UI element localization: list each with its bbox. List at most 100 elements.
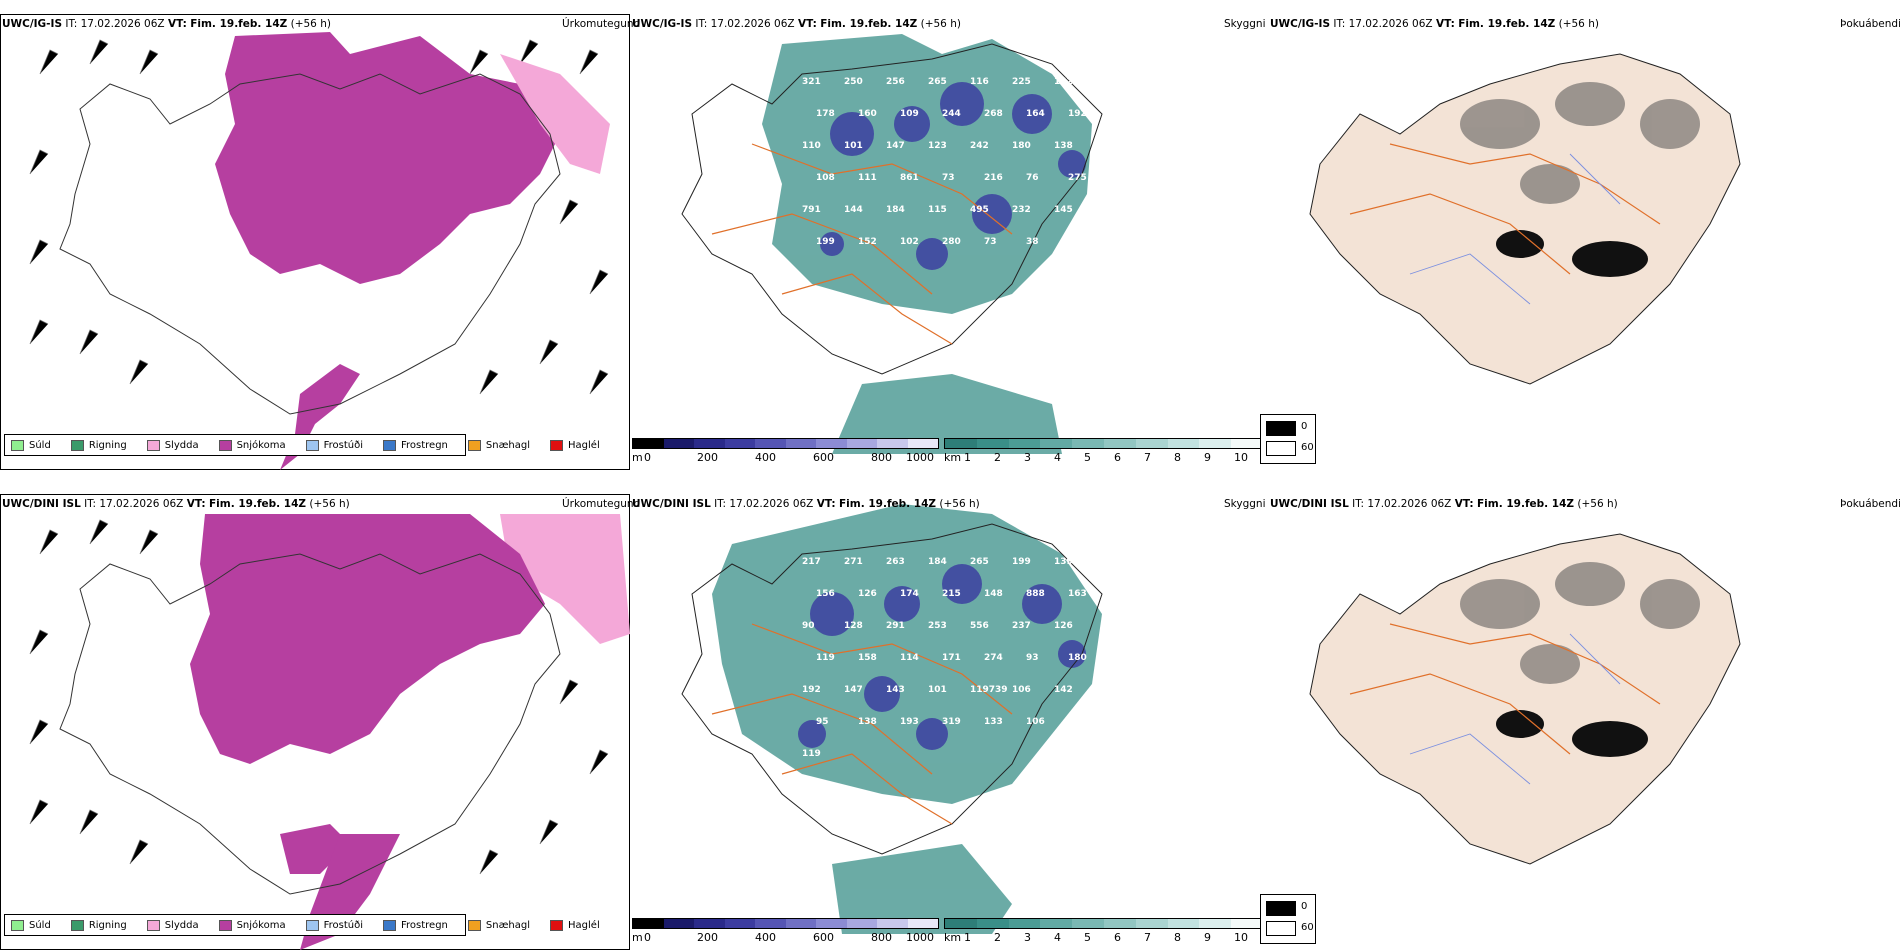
cloud-panel-2: 217 271 263 184 265 199 139 156 126 174 215 148 888 1… [632, 494, 1272, 950]
legend-item: Haglél [550, 919, 600, 931]
legend-item: Súld [11, 919, 51, 931]
precip-numbers-1: 321 250 256 265 116 225 142 178 160 109 244 268 164 1… [802, 77, 1087, 247]
precip-number-label: 263 [886, 557, 905, 567]
precip-number-label: 253 [928, 621, 947, 631]
precip-number-label: 280 [942, 237, 961, 247]
legend-item: Slydda [146, 439, 199, 451]
precip-number-label: 178 [816, 109, 835, 119]
cbar-tick: 2 [994, 931, 1001, 944]
precip-number-label: 242 [970, 141, 989, 151]
cbar-unit: km [944, 931, 962, 944]
cbar-tick: 3 [1024, 931, 1031, 944]
cbar-tick: 8 [1174, 451, 1181, 464]
cbar-tick: 800 [871, 451, 892, 464]
precip-number-label: 199 [1012, 557, 1031, 567]
precip-numbers-2: 217 271 263 184 265 199 139 156 126 174 215 148 888 1… [802, 557, 1087, 759]
precip-number-label: 148 [984, 589, 1003, 599]
cbar-tick: 6 [1114, 931, 1121, 944]
cbar-tick: 10 [1234, 451, 1248, 464]
cbar-unit: km [944, 451, 962, 464]
precip-number-label: 106 [1026, 717, 1045, 727]
precip-number-label: 119739 [970, 685, 1008, 695]
precip-number-label: 184 [928, 557, 947, 567]
precip-type-label-1: Úrkomutegund [562, 18, 641, 30]
precip-number-label: 147 [844, 685, 863, 695]
cbar-tick: 1000 [906, 931, 934, 944]
precip-number-label: 184 [886, 205, 905, 215]
cbar-tick: 3 [1024, 451, 1031, 464]
precip-number-label: 225 [1012, 77, 1031, 87]
precip-number-label: 265 [928, 77, 947, 87]
cbar-tick: 2 [994, 451, 1001, 464]
precip-number-label: 180 [1012, 141, 1031, 151]
cbar-tick: 600 [813, 931, 834, 944]
legend-item: Súld [11, 439, 51, 451]
precip-number-label: 495 [970, 205, 989, 215]
legend-item: Snæhagl [467, 919, 530, 931]
legend-item: Snjókoma [218, 919, 286, 931]
precip-number-label: 126 [1054, 621, 1073, 631]
precip-number-label: 275 [1068, 173, 1087, 183]
precip-number-label: 163 [1068, 589, 1087, 599]
precip-number-label: 791 [802, 205, 821, 215]
cbar-tick: 400 [755, 931, 776, 944]
legend-item: Frostúði [305, 439, 363, 451]
cloud-panel-1: 321 250 256 265 116 225 142 178 160 109 244 268 164 1… [632, 14, 1272, 470]
wind-barbs [29, 519, 609, 875]
legend-item: Slydda [146, 919, 199, 931]
precip-number-label: 110 [802, 141, 821, 151]
cbar-tick: 7 [1144, 451, 1151, 464]
legend-item: Rigning [70, 919, 127, 931]
precip-number-label: 133 [984, 717, 1003, 727]
precip-number-label: 256 [886, 77, 905, 87]
precip-number-label: 111 [858, 173, 877, 183]
precip-number-label: 265 [970, 557, 989, 567]
legend-item: Frostregn [383, 439, 448, 451]
precip-number-label: 126 [858, 589, 877, 599]
cloud-map-1: 321 250 256 265 116 225 142 178 160 109 244 268 164 1… [681, 34, 1103, 454]
cbar-tick: 4 [1054, 451, 1061, 464]
precip-number-label: 215 [942, 589, 961, 599]
cbar-tick: 1 [964, 451, 971, 464]
precip-number-label: 101 [928, 685, 947, 695]
cbar-unit: m [632, 451, 643, 464]
cbar-tick: 0 [644, 451, 651, 464]
panel-title-3: UWC/IG-IS IT: 17.02.2026 06Z VT: Fim. 19… [1270, 18, 1599, 30]
cbar-tick: 9 [1204, 451, 1211, 464]
legend-item: Frostregn [383, 919, 448, 931]
precip-number-label: 171 [942, 653, 961, 663]
precip-number-label: 80 [1068, 717, 1081, 727]
fog-map-1 [1309, 53, 1741, 385]
precip-number-label: 152 [858, 237, 877, 247]
precip-number-label: 193 [900, 717, 919, 727]
cloud-label-1: Skyggni [1224, 18, 1266, 30]
precip-number-label: 199 [816, 237, 835, 247]
precip-number-label: 244 [942, 109, 961, 119]
fog-map-2 [1309, 533, 1741, 865]
cbar-tick: 200 [697, 451, 718, 464]
fog-label-1: Þokuábendi [1840, 18, 1900, 30]
cbar-tick: 1000 [906, 451, 934, 464]
precip-number-label: 274 [984, 653, 1003, 663]
precip-number-label: 76 [1026, 173, 1039, 183]
precip-number-label: 142 [1054, 77, 1073, 87]
precip-number-label: 180 [1068, 653, 1087, 663]
cbar-tick: 4 [1054, 931, 1061, 944]
cloud-label-2: Skyggni [1224, 498, 1266, 510]
precip-number-label: 327 [1068, 237, 1087, 247]
fog-legend-2: 0 60 [1260, 894, 1316, 944]
precip-number-label: 138 [1054, 141, 1073, 151]
fog-panel-1: UWC/IG-IS IT: 17.02.2026 06Z VT: Fim. 19… [1260, 14, 1900, 470]
precip-number-label: 93 [1026, 653, 1039, 663]
precip-number-label: 143 [886, 685, 905, 695]
precip-number-label: 119 [816, 653, 835, 663]
legend-item: Haglél [550, 439, 600, 451]
precip-number-label: 319 [942, 717, 961, 727]
precip-type-panel-1: UWC/IG-IS IT: 17.02.2026 06Z VT: Fim. 19… [0, 14, 640, 470]
precip-legend-2: Súld Rigning Slydda Snjókoma Frostúði Fr… [4, 914, 600, 936]
precip-number-label: 250 [844, 77, 863, 87]
precip-number-label: 109 [900, 109, 919, 119]
precip-number-label: 123 [928, 141, 947, 151]
cbar-tick: 6 [1114, 451, 1121, 464]
panel-title-1: UWC/IG-IS IT: 17.02.2026 06Z VT: Fim. 19… [2, 18, 331, 30]
